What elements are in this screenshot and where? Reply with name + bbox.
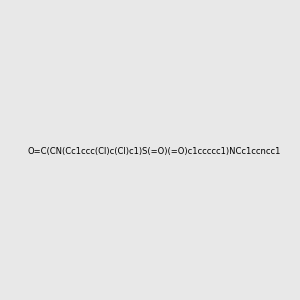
Text: O=C(CN(Cc1ccc(Cl)c(Cl)c1)S(=O)(=O)c1ccccc1)NCc1ccncc1: O=C(CN(Cc1ccc(Cl)c(Cl)c1)S(=O)(=O)c1cccc… <box>27 147 280 156</box>
